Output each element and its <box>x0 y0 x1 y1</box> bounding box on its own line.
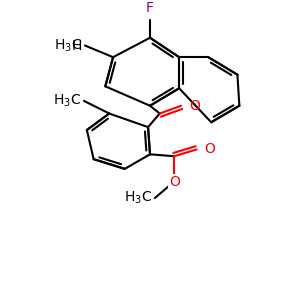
Text: H$_3$C: H$_3$C <box>124 190 152 206</box>
Text: F: F <box>146 2 154 15</box>
Text: H: H <box>72 38 82 52</box>
Text: H$_3$C: H$_3$C <box>54 37 82 54</box>
Text: O: O <box>204 142 215 156</box>
Text: H$_3$C: H$_3$C <box>53 93 81 109</box>
Text: O: O <box>189 99 200 113</box>
Text: O: O <box>169 175 180 188</box>
